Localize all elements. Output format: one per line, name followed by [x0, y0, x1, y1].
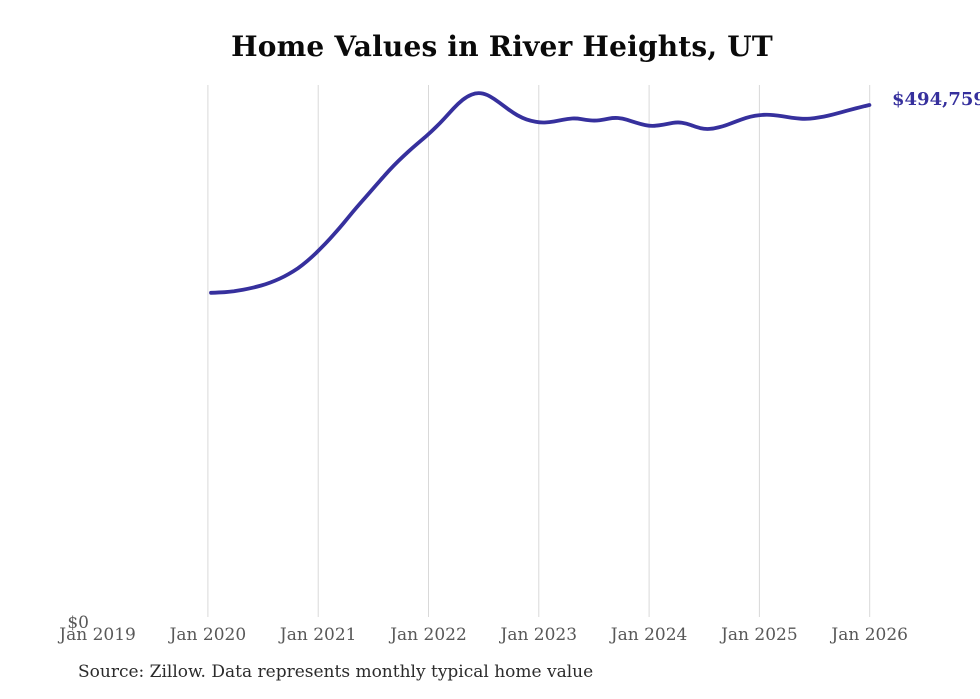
latest-value-label: $494,759 [892, 89, 980, 110]
y-axis-zero-label: $0 [67, 613, 89, 633]
source-note: Source: Zillow. Data represents monthly … [78, 662, 594, 682]
chart-title: Home Values in River Heights, UT [231, 30, 773, 63]
vertical-gridlines [207, 85, 871, 617]
home-value-line [209, 91, 872, 295]
